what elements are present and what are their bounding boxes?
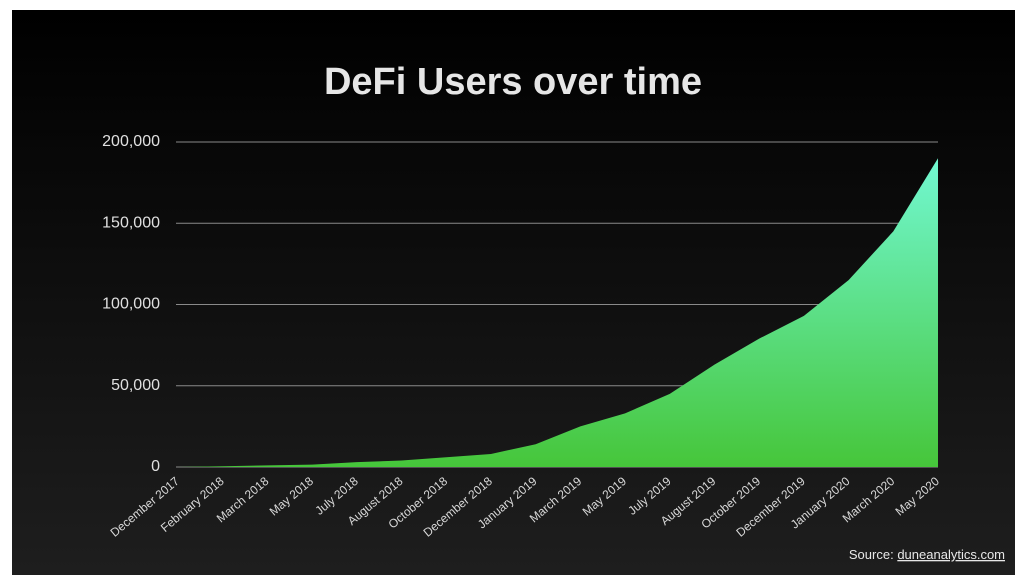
y-tick-label: 0: [151, 458, 160, 475]
y-tick-label: 100,000: [102, 296, 160, 313]
source-label: Source:: [849, 547, 894, 562]
y-tick-label: 200,000: [102, 133, 160, 150]
source-link[interactable]: duneanalytics.com: [897, 547, 1005, 562]
area: [178, 158, 938, 467]
source: Source: duneanalytics.com: [849, 547, 1005, 562]
y-tick-label: 50,000: [111, 377, 160, 394]
chart-title: DeFi Users over time: [324, 61, 702, 103]
y-tick-label: 150,000: [102, 214, 160, 231]
